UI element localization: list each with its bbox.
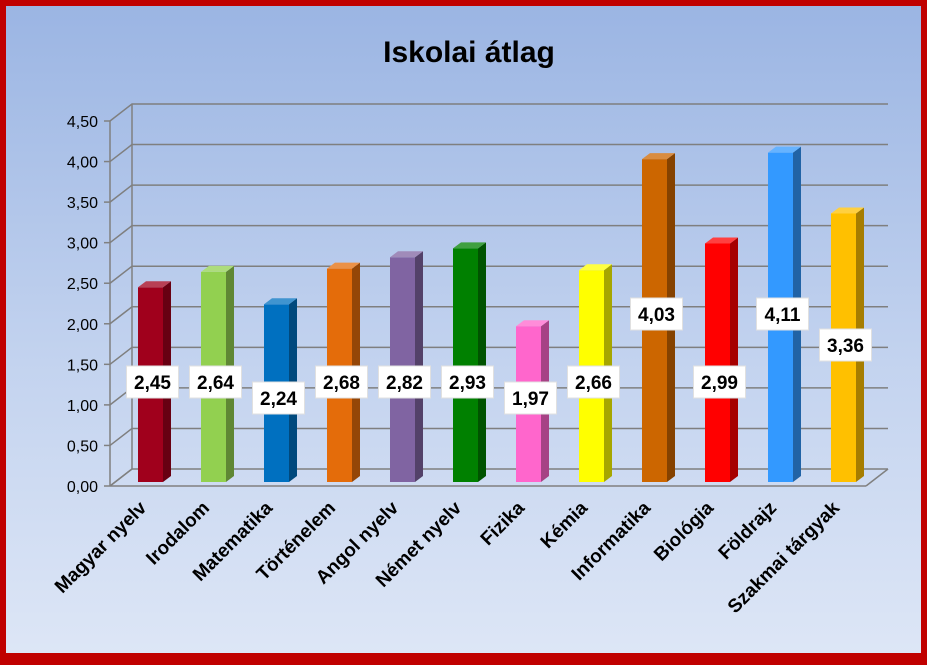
- data-label: 4,11: [756, 297, 809, 331]
- data-label-text: 2,66: [575, 373, 612, 394]
- bar-top: [138, 281, 171, 288]
- data-label-box: [630, 297, 683, 331]
- data-label-box: [126, 365, 179, 399]
- data-label: 2,68: [315, 365, 368, 399]
- data-label-box: [756, 297, 809, 331]
- data-labels: 2,45 2,64 2,24 2,68 2,82 2,93 1,97 2,66 4,03 2,99…: [126, 297, 872, 415]
- data-label-text: 2,99: [701, 373, 738, 394]
- axes: 0,00 0,50 1,00 1,50 2,00 2,50 3,00 3,50 4,00 4,50: [67, 104, 889, 496]
- bar-top: [831, 207, 864, 214]
- data-label-text: 1,97: [512, 389, 549, 410]
- category-label: Magyar nyelv: [51, 497, 151, 597]
- bar-top: [642, 153, 675, 160]
- y-tick-label: 4,00: [67, 155, 98, 172]
- bar-top: [201, 265, 234, 272]
- floor-left-edge: [109, 468, 133, 487]
- data-label: 2,64: [189, 365, 242, 399]
- data-label-text: 2,45: [134, 373, 171, 394]
- y-tick-label: 0,00: [67, 479, 98, 496]
- data-label-box: [693, 365, 746, 399]
- category-label: Szakmai tárgyak: [724, 497, 844, 617]
- bar-top: [579, 264, 612, 271]
- data-label-box: [441, 365, 494, 399]
- bar-top: [390, 251, 423, 258]
- data-label: 2,99: [693, 365, 746, 399]
- category-label: Fizika: [477, 497, 529, 549]
- bar-front: [705, 243, 730, 482]
- data-label: 2,93: [441, 365, 494, 399]
- bar-top: [453, 242, 486, 249]
- category-label: Földrajz: [715, 498, 781, 564]
- bar-top: [516, 320, 549, 327]
- data-label: 4,03: [630, 297, 683, 331]
- data-label: 2,45: [126, 365, 179, 399]
- data-label-box: [378, 365, 431, 399]
- y-tick-label: 2,50: [67, 276, 98, 293]
- y-tick-label: 3,50: [67, 195, 98, 212]
- data-label: 2,24: [252, 381, 305, 415]
- data-label-text: 2,24: [260, 389, 297, 410]
- data-label-text: 3,36: [827, 336, 864, 357]
- bar-front: [453, 248, 478, 482]
- data-label: 2,82: [378, 365, 431, 399]
- data-label-box: [504, 381, 557, 415]
- chart-title: Iskolai átlag: [383, 36, 555, 69]
- bars: [138, 146, 864, 482]
- bar-top: [705, 237, 738, 244]
- y-tick-label: 3,00: [67, 236, 98, 253]
- y-tick-label: 4,50: [67, 114, 98, 131]
- data-label-box: [252, 381, 305, 415]
- bar-side: [730, 237, 738, 482]
- bar-top: [327, 262, 360, 269]
- category-labels: Magyar nyelvIrodalomMatematikaTörténelem…: [51, 497, 844, 617]
- data-label-box: [567, 365, 620, 399]
- bar-chart: Iskolai átlag 0,00 0,50 1,00 1,50 2,00 2,50 3,…: [51, 36, 889, 618]
- category-label: Biológia: [650, 497, 718, 565]
- y-tick-label: 1,50: [67, 357, 98, 374]
- category-label: Kémia: [537, 497, 592, 552]
- data-label-text: 2,82: [386, 373, 423, 394]
- y-tick-label: 0,50: [67, 438, 98, 455]
- bar: [453, 242, 486, 482]
- data-label-box: [315, 365, 368, 399]
- bar-top: [768, 146, 801, 153]
- bar-side: [478, 242, 486, 482]
- data-label-text: 4,03: [638, 305, 675, 326]
- data-label-text: 4,11: [765, 305, 801, 326]
- y-tick-label: 1,00: [67, 398, 98, 415]
- data-label-text: 2,68: [323, 373, 360, 394]
- gridline: [109, 103, 888, 122]
- data-label-box: [819, 328, 872, 362]
- floor-right-edge: [865, 468, 889, 487]
- data-label-box: [189, 365, 242, 399]
- data-label-text: 2,64: [197, 373, 234, 394]
- data-label: 2,66: [567, 365, 620, 399]
- data-label: 3,36: [819, 328, 872, 362]
- data-label: 1,97: [504, 381, 557, 415]
- bar-top: [264, 298, 297, 305]
- y-tick-label: 2,00: [67, 317, 98, 334]
- data-label-text: 2,93: [449, 373, 486, 394]
- bar: [705, 237, 738, 482]
